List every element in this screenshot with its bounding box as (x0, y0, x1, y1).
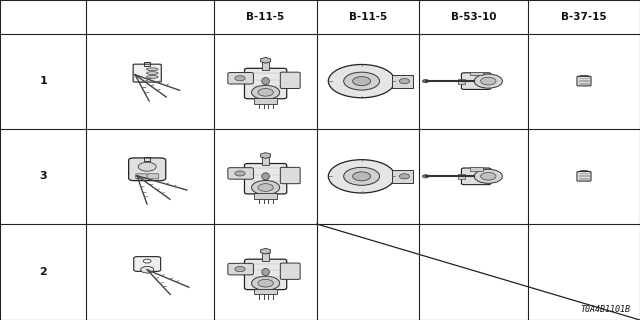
FancyBboxPatch shape (244, 164, 287, 194)
Text: B-11-5: B-11-5 (349, 12, 387, 22)
Bar (262, 62, 269, 70)
FancyBboxPatch shape (461, 168, 491, 185)
FancyBboxPatch shape (228, 168, 253, 179)
Bar (262, 157, 269, 165)
Circle shape (399, 79, 410, 84)
Ellipse shape (262, 268, 269, 276)
Bar (470, 72, 483, 76)
Bar (458, 174, 465, 179)
Circle shape (353, 172, 371, 181)
Bar (458, 79, 465, 84)
Ellipse shape (147, 72, 158, 75)
Text: B-37-15: B-37-15 (561, 12, 607, 22)
Circle shape (474, 74, 502, 88)
Bar (144, 62, 150, 66)
FancyBboxPatch shape (129, 158, 166, 181)
Circle shape (344, 72, 380, 90)
FancyBboxPatch shape (280, 167, 300, 184)
FancyBboxPatch shape (577, 76, 591, 86)
FancyBboxPatch shape (280, 263, 300, 279)
FancyBboxPatch shape (136, 174, 147, 179)
Bar (262, 253, 269, 261)
Circle shape (399, 174, 410, 179)
Ellipse shape (147, 76, 158, 78)
FancyBboxPatch shape (461, 73, 491, 90)
FancyBboxPatch shape (228, 263, 253, 275)
Circle shape (328, 160, 395, 193)
Circle shape (138, 162, 156, 171)
Text: T0A4B1101B: T0A4B1101B (580, 305, 630, 314)
Circle shape (258, 279, 273, 287)
Circle shape (422, 80, 429, 83)
Circle shape (235, 267, 245, 272)
Text: 1: 1 (39, 76, 47, 86)
Circle shape (344, 167, 380, 185)
FancyBboxPatch shape (244, 259, 287, 290)
FancyBboxPatch shape (280, 72, 300, 89)
Circle shape (252, 85, 280, 100)
Circle shape (252, 276, 280, 290)
Ellipse shape (262, 173, 269, 180)
Ellipse shape (147, 68, 158, 71)
Bar (254, 193, 277, 199)
Bar (254, 98, 277, 104)
FancyBboxPatch shape (577, 172, 591, 181)
Text: 2: 2 (39, 267, 47, 277)
Circle shape (353, 77, 371, 86)
Ellipse shape (262, 78, 269, 85)
Circle shape (481, 77, 496, 85)
Circle shape (258, 89, 273, 96)
Circle shape (422, 175, 429, 178)
Text: B-53-10: B-53-10 (451, 12, 497, 22)
Polygon shape (392, 170, 413, 183)
Text: B-11-5: B-11-5 (246, 12, 285, 22)
FancyBboxPatch shape (228, 73, 253, 84)
Polygon shape (392, 75, 413, 88)
FancyBboxPatch shape (244, 68, 287, 99)
Circle shape (328, 65, 395, 98)
Circle shape (481, 172, 496, 180)
Bar (254, 289, 277, 294)
Circle shape (235, 76, 245, 81)
FancyBboxPatch shape (133, 64, 161, 82)
Bar (470, 167, 483, 171)
FancyBboxPatch shape (147, 174, 159, 179)
Text: 3: 3 (40, 171, 47, 181)
Circle shape (141, 267, 154, 273)
Bar (144, 157, 150, 162)
Circle shape (143, 259, 151, 263)
Circle shape (235, 171, 245, 176)
Circle shape (258, 184, 273, 191)
Circle shape (474, 169, 502, 183)
FancyBboxPatch shape (134, 257, 161, 271)
Circle shape (252, 180, 280, 195)
Circle shape (141, 267, 154, 273)
